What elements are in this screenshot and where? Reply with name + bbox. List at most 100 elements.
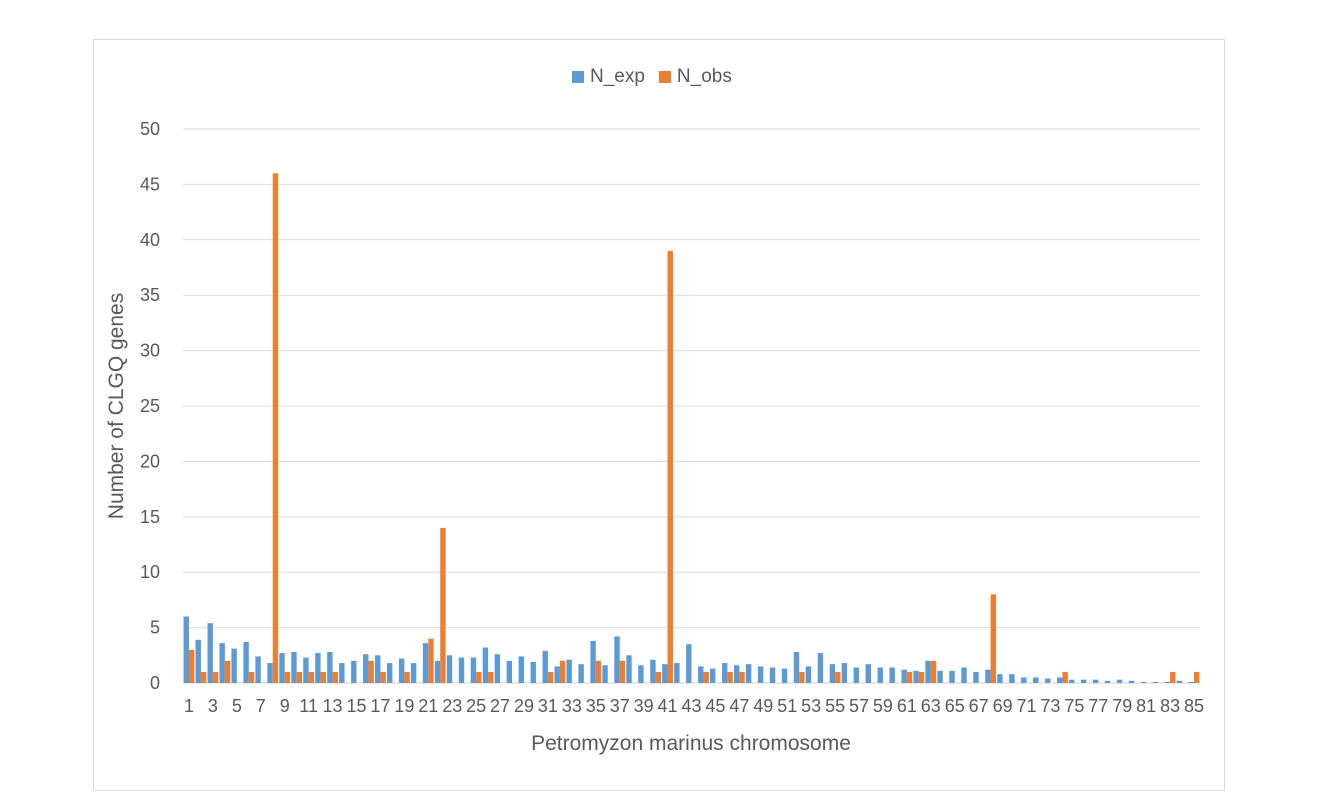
bar-n-exp-32 — [554, 666, 560, 683]
x-tick-label: 81 — [1136, 696, 1156, 716]
bar-n-exp-68 — [985, 669, 991, 683]
x-tick-label: 3 — [208, 696, 218, 716]
x-tick-label: 75 — [1064, 696, 1084, 716]
bar-n-obs-55 — [835, 671, 841, 683]
bar-n-exp-18 — [386, 663, 393, 683]
bar-n-exp-71 — [1021, 677, 1027, 683]
bar-n-exp-67 — [973, 671, 979, 683]
bar-n-exp-29 — [518, 656, 524, 683]
bar-n-exp-62 — [913, 670, 919, 683]
bar-n-exp-4 — [219, 643, 225, 683]
bar-n-exp-77 — [1092, 679, 1099, 683]
x-tick-label: 41 — [658, 696, 678, 716]
x-tick-label: 17 — [370, 696, 390, 716]
bar-n-exp-51 — [781, 668, 788, 683]
bar-n-exp-80 — [1128, 680, 1135, 683]
y-tick-label: 30 — [140, 341, 160, 361]
x-tick-label: 79 — [1112, 696, 1132, 716]
bar-n-exp-48 — [745, 664, 752, 683]
bar-n-exp-34 — [578, 664, 584, 683]
x-tick-label: 13 — [323, 696, 343, 716]
bar-n-exp-54 — [817, 653, 824, 683]
x-tick-label: 53 — [801, 696, 821, 716]
legend-swatch-n-obs — [658, 71, 671, 83]
bar-n-exp-49 — [757, 666, 764, 683]
bar-n-exp-17 — [375, 655, 381, 683]
bar-n-obs-1 — [188, 649, 195, 683]
x-tick-label: 47 — [729, 696, 749, 716]
bar-n-obs-22 — [440, 527, 446, 683]
bar-n-exp-78 — [1104, 680, 1111, 683]
legend-item-n-exp: N_exp — [572, 66, 645, 88]
bar-n-exp-72 — [1033, 677, 1039, 683]
bar-n-exp-13 — [327, 651, 333, 683]
bar-n-exp-61 — [901, 669, 907, 683]
bar-n-exp-83 — [1164, 681, 1171, 683]
bar-n-exp-10 — [291, 651, 297, 683]
bar-n-exp-65 — [949, 670, 955, 683]
bar-n-exp-60 — [889, 667, 895, 683]
legend: N_exp N_obs — [572, 66, 746, 88]
bar-n-exp-8 — [267, 663, 273, 683]
bar-n-obs-13 — [332, 671, 338, 683]
bar-n-exp-3 — [207, 623, 213, 683]
bar-n-obs-52 — [799, 671, 805, 683]
y-tick-label: 0 — [150, 673, 160, 693]
x-tick-label: 73 — [1040, 696, 1060, 716]
bar-n-obs-19 — [404, 671, 410, 683]
legend-label-n-obs: N_obs — [676, 66, 732, 87]
bar-n-exp-53 — [805, 666, 812, 683]
bar-n-exp-50 — [769, 667, 776, 683]
x-tick-label: 43 — [681, 696, 701, 716]
bar-n-obs-46 — [727, 671, 733, 683]
bar-n-exp-44 — [698, 666, 704, 683]
bar-n-obs-3 — [212, 671, 219, 683]
x-tick-label: 5 — [232, 696, 242, 716]
bar-n-exp-9 — [279, 653, 285, 683]
bar-n-exp-85 — [1188, 681, 1195, 683]
bar-n-exp-58 — [865, 664, 871, 683]
x-tick-label: 65 — [945, 696, 965, 716]
bar-n-exp-25 — [470, 657, 477, 683]
bar-n-obs-68 — [990, 594, 997, 683]
x-tick-label: 71 — [1016, 696, 1036, 716]
x-tick-label: 67 — [969, 696, 989, 716]
legend-swatch-n-exp — [572, 71, 584, 83]
x-tick-label: 19 — [394, 696, 414, 716]
bar-n-exp-26 — [482, 647, 489, 683]
y-axis-ticks: 0 5 10 15 20 25 30 35 40 45 50 — [140, 119, 160, 693]
bar-n-obs-63 — [930, 660, 937, 683]
x-tick-label: 61 — [897, 696, 917, 716]
bar-n-exp-75 — [1068, 679, 1075, 683]
y-tick-label: 10 — [140, 562, 160, 582]
bar-n-exp-28 — [506, 660, 513, 683]
bar-n-obs-21 — [428, 638, 434, 683]
bar-n-exp-38 — [626, 655, 632, 683]
y-tick-label: 50 — [140, 119, 160, 139]
bars — [183, 173, 1200, 683]
bar-n-obs-85 — [1194, 671, 1200, 683]
x-tick-label: 83 — [1160, 696, 1180, 716]
bar-n-obs-31 — [547, 671, 554, 683]
bar-n-exp-69 — [997, 674, 1003, 683]
bar-n-exp-31 — [542, 650, 548, 683]
bar-n-obs-9 — [284, 671, 291, 683]
bar-n-obs-2 — [200, 671, 207, 683]
y-tick-label: 20 — [140, 451, 160, 471]
bar-n-exp-30 — [530, 661, 536, 683]
x-tick-label: 45 — [705, 696, 725, 716]
x-tick-label: 33 — [562, 696, 582, 716]
bar-n-obs-26 — [488, 671, 494, 683]
bar-n-obs-32 — [559, 660, 566, 683]
bar-n-exp-6 — [243, 642, 249, 683]
bar-n-exp-14 — [339, 663, 345, 683]
bar-n-exp-2 — [195, 639, 201, 683]
x-tick-label: 63 — [921, 696, 941, 716]
x-tick-label: 15 — [346, 696, 366, 716]
bar-n-exp-36 — [602, 665, 608, 683]
x-tick-label: 51 — [777, 696, 797, 716]
bar-n-exp-7 — [255, 656, 261, 683]
bar-n-exp-84 — [1176, 680, 1183, 683]
x-axis-ticks: 1 3 5 7 9 11 13 15 17 19 21 23 25 27 29 31 33 35 37 39 41 43 4… — [184, 696, 1204, 716]
x-tick-label: 37 — [610, 696, 630, 716]
